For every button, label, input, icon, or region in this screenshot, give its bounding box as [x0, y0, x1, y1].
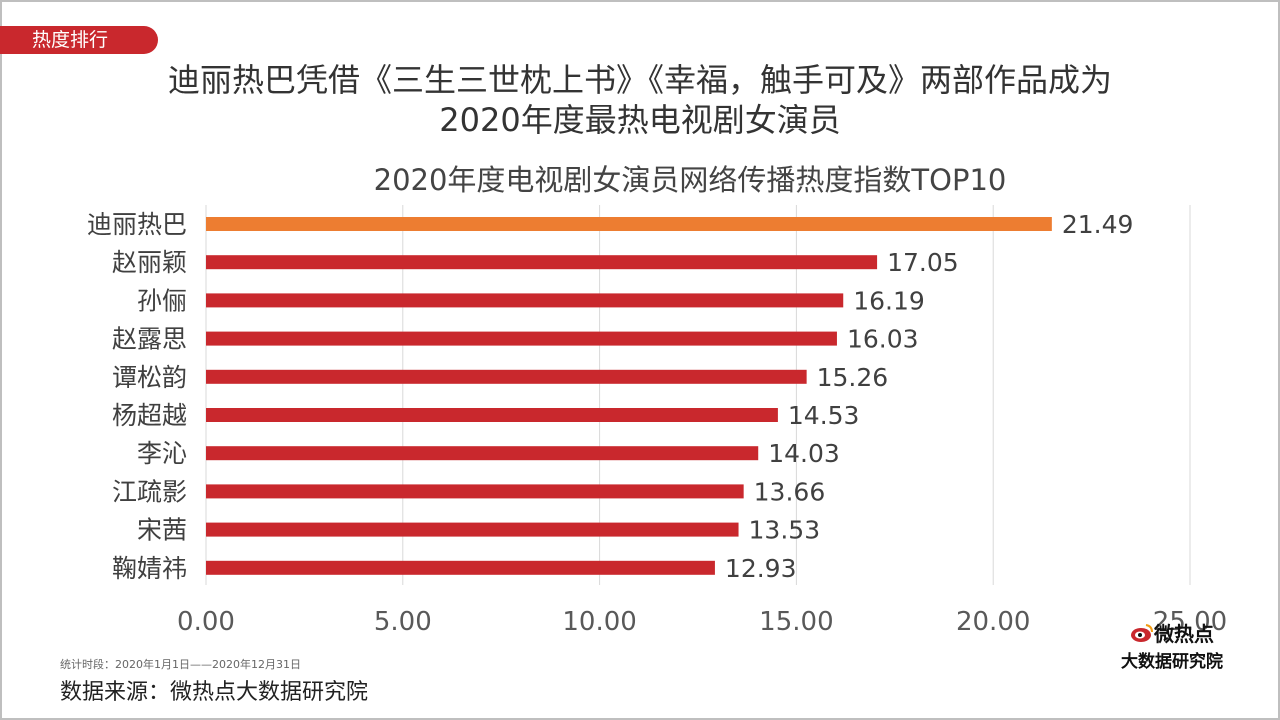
data-label: 14.03: [768, 439, 840, 468]
headline-line-2: 2020年度最热电视剧女演员: [439, 101, 841, 139]
data-label: 17.05: [887, 248, 959, 277]
x-tick-label: 15.00: [759, 607, 833, 637]
category-label: 宋茜: [137, 516, 187, 545]
bar: [206, 217, 1052, 231]
x-tick-label: 20.00: [956, 607, 1030, 637]
bar: [206, 255, 878, 270]
bar: [206, 408, 778, 422]
brand-subtitle: 大数据研究院: [1121, 652, 1223, 672]
category-label: 杨超越: [112, 401, 187, 430]
x-tick-label: 25.00: [1153, 607, 1227, 637]
chart-title: 2020年度电视剧女演员网络传播热度指数TOP10: [373, 163, 1007, 197]
bar: [206, 522, 739, 537]
bar: [206, 446, 759, 461]
category-label: 赵露思: [112, 325, 187, 354]
statistics-period: 统计时段：2020年1月1日——2020年12月31日: [60, 658, 301, 671]
bar: [206, 560, 715, 575]
x-tick-label: 0.00: [177, 607, 235, 637]
data-source: 数据来源：微热点大数据研究院: [60, 680, 369, 705]
category-label: 鞠婧祎: [112, 554, 187, 583]
x-tick-label: 5.00: [374, 607, 432, 637]
headline-line-1: 迪丽热巴凭借《三生三世枕上书》《幸福，触手可及》两部作品成为: [167, 61, 1112, 99]
bar: [206, 484, 744, 499]
bar: [206, 369, 807, 384]
x-tick-label: 10.00: [562, 607, 636, 637]
data-label: 21.49: [1062, 210, 1134, 239]
data-label: 13.53: [749, 516, 821, 545]
data-label: 15.26: [817, 363, 889, 392]
category-label: 孙俪: [137, 286, 187, 315]
category-label: 谭松韵: [112, 363, 187, 392]
weibo-eye-icon: [1131, 623, 1153, 642]
category-label: 赵丽颖: [112, 248, 187, 277]
category-label: 李沁: [137, 439, 187, 468]
data-label: 16.19: [853, 286, 925, 315]
bar: [206, 331, 837, 346]
brand-logo: 微热点 大数据研究院: [1112, 618, 1232, 672]
brand-name: 微热点: [1154, 622, 1214, 646]
category-label: 迪丽热巴: [87, 210, 187, 239]
data-label: 12.93: [725, 554, 797, 583]
bar: [206, 293, 844, 308]
data-label: 13.66: [754, 477, 826, 506]
data-label: 14.53: [788, 401, 860, 430]
section-tag: 热度排行: [0, 26, 158, 54]
data-label: 16.03: [847, 325, 919, 354]
category-label: 江疏影: [112, 477, 187, 506]
